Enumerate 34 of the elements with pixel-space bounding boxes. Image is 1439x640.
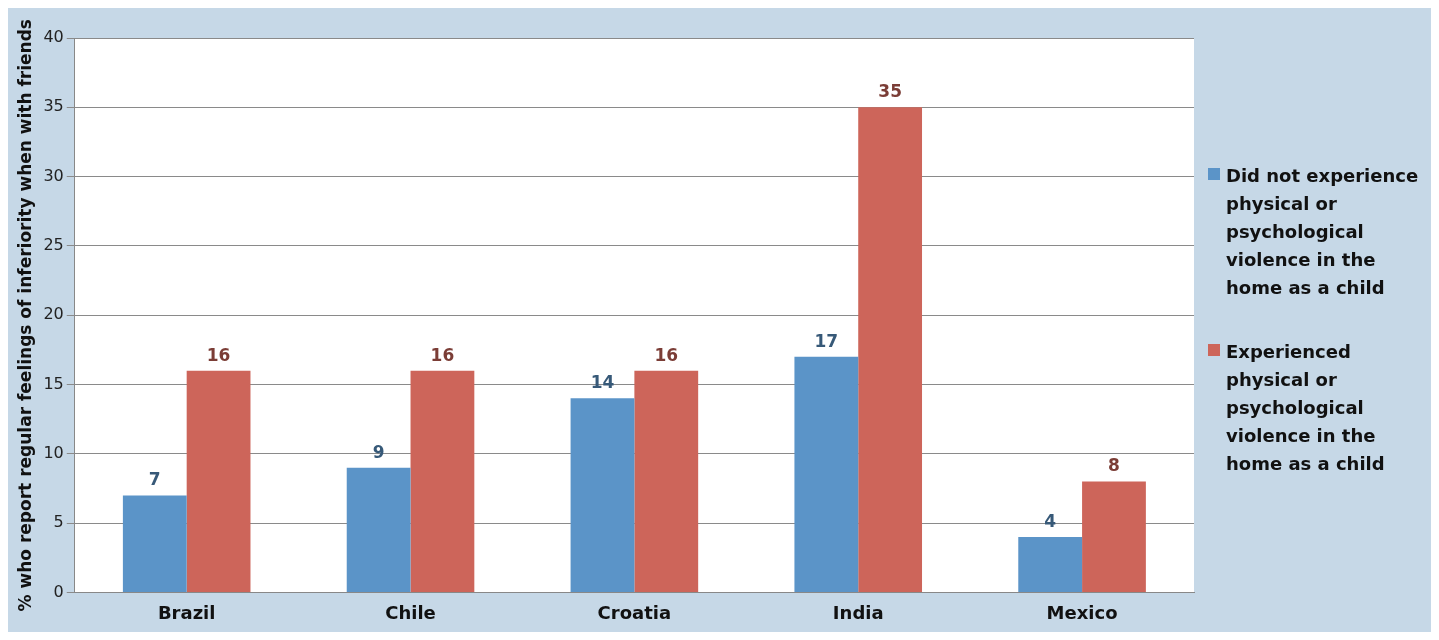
y-tick-label: 20 (43, 304, 64, 324)
x-tick-label: Croatia (597, 601, 672, 623)
data-label: 17 (814, 330, 839, 351)
data-label: 8 (1108, 455, 1120, 476)
bar (346, 467, 411, 592)
x-tick-label: India (832, 601, 884, 623)
y-tick-label: 25 (43, 235, 64, 255)
legend-label: Experienced physical or psychological violence in the home as a child (1226, 340, 1386, 476)
x-tick-label: Chile (385, 601, 436, 623)
bar (410, 370, 475, 592)
y-tick-label: 40 (43, 27, 64, 47)
bar (570, 398, 635, 592)
y-tick-label: 30 (43, 165, 64, 185)
bar (858, 107, 923, 592)
bar (794, 356, 859, 592)
data-label: 16 (430, 344, 455, 365)
bar (634, 370, 699, 592)
y-tick-label: 35 (43, 96, 64, 116)
bar (1082, 481, 1146, 592)
y-tick-label: 15 (43, 373, 64, 393)
data-label: 7 (148, 469, 161, 490)
y-tick-label: 5 (53, 512, 64, 532)
y-axis-title: % who report regular feelings of inferiority when with friends (14, 19, 35, 612)
data-label: 35 (878, 81, 902, 102)
bar (1018, 536, 1083, 592)
data-label: 16 (206, 344, 231, 365)
bar (186, 370, 251, 592)
y-tick-label: 0 (53, 581, 64, 601)
bar (122, 495, 187, 592)
x-tick-label: Brazil (157, 601, 216, 623)
legend-label: Did not experience physical or psychological violence in the home as a child (1226, 164, 1420, 300)
y-tick-label: 10 (43, 442, 64, 462)
x-tick-label: Mexico (1046, 601, 1118, 623)
data-label: 16 (654, 344, 679, 365)
